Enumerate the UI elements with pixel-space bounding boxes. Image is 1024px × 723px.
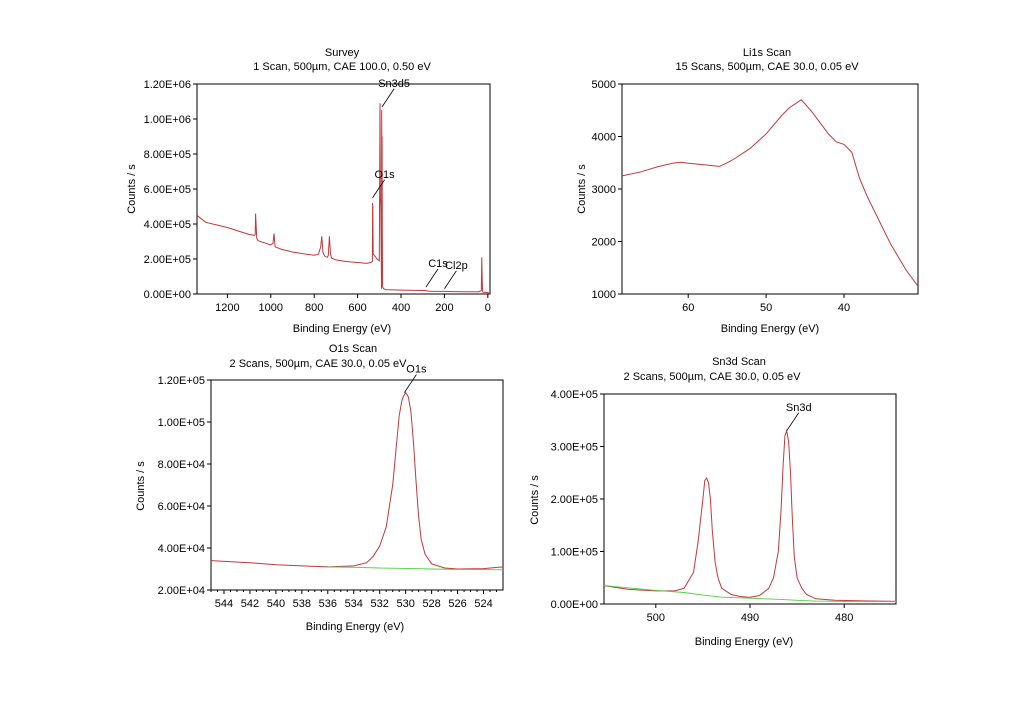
y-tick-label: 3.00E+05: [551, 442, 598, 454]
y-tick-label: 4000: [592, 132, 616, 144]
x-tick-label: 400: [392, 302, 410, 314]
y-tick-label: 8.00E+04: [158, 459, 205, 471]
chart-subtitle: 15 Scans, 500µm, CAE 30.0, 0.05 eV: [675, 61, 859, 73]
x-tick-label: 200: [435, 302, 453, 314]
chart-subtitle: 1 Scan, 500µm, CAE 100.0, 0.50 eV: [253, 61, 431, 73]
spectrum-line: [622, 99, 918, 287]
x-tick-label: 530: [396, 598, 414, 610]
x-tick-label: 500: [647, 612, 665, 624]
x-tick-label: 800: [305, 302, 323, 314]
chart-title: Li1s Scan: [743, 47, 791, 59]
y-tick-label: 0.00E+00: [144, 289, 191, 301]
x-tick-label: 542: [241, 598, 259, 610]
annotation-leader: [372, 179, 385, 198]
x-tick-label: 524: [474, 598, 492, 610]
x-tick-label: 526: [448, 598, 466, 610]
y-tick-label: 2.00E+05: [144, 254, 191, 266]
chart-title: O1s Scan: [329, 343, 377, 355]
x-tick-label: 544: [215, 598, 233, 610]
y-axis-label: Counts / s: [126, 164, 138, 214]
y-axis-label: Counts / s: [529, 475, 541, 525]
x-tick-label: 540: [267, 598, 285, 610]
y-tick-label: 2.00E+05: [551, 494, 598, 506]
y-tick-label: 1.00E+05: [158, 417, 205, 429]
spectrum-line: [604, 428, 896, 602]
peak-label: Sn3d5: [378, 78, 410, 90]
y-tick-label: 1000: [592, 289, 616, 301]
spectrum-line: [197, 103, 489, 294]
o1s-panel: O1s Scan 2 Scans, 500µm, CAE 30.0, 0.05 …: [135, 343, 504, 633]
plot-frame: [621, 83, 919, 295]
li1s-panel: Li1s Scan 15 Scans, 500µm, CAE 30.0, 0.0…: [576, 47, 919, 335]
x-tick-label: 490: [741, 612, 759, 624]
peak-label: Cl2p: [445, 260, 468, 272]
x-axis-label: Binding Energy (eV): [293, 323, 391, 335]
chart-subtitle: 2 Scans, 500µm, CAE 30.0, 0.05 eV: [230, 358, 408, 370]
background-fit-line: [604, 585, 896, 603]
x-tick-label: 600: [348, 302, 366, 314]
y-axis-label: Counts / s: [576, 164, 588, 214]
chart-title: Survey: [325, 47, 360, 59]
y-tick-label: 6.00E+04: [158, 501, 205, 513]
plot-frame: [603, 393, 897, 605]
chart-subtitle: 2 Scans, 500µm, CAE 30.0, 0.05 eV: [624, 371, 802, 383]
x-tick-label: 60: [682, 302, 694, 314]
y-tick-label: 8.00E+05: [144, 149, 191, 161]
x-axis-label: Binding Energy (eV): [695, 636, 793, 648]
spectrum-line: [211, 391, 503, 570]
y-tick-label: 1.00E+05: [551, 547, 598, 559]
x-tick-label: 0: [485, 302, 491, 314]
annotation-leader: [425, 268, 439, 288]
x-tick-label: 536: [319, 598, 337, 610]
plot-frame: [210, 379, 504, 591]
x-tick-label: 1000: [259, 302, 283, 314]
x-tick-label: 538: [293, 598, 311, 610]
x-tick-label: 50: [760, 302, 772, 314]
x-tick-label: 40: [838, 302, 850, 314]
y-axis-label: Counts / s: [135, 461, 147, 511]
x-tick-label: 532: [371, 598, 389, 610]
y-tick-label: 2.00E+04: [158, 585, 205, 597]
x-tick-label: 528: [422, 598, 440, 610]
x-tick-label: 480: [835, 612, 853, 624]
y-tick-label: 2000: [592, 237, 616, 249]
peak-label: C1s: [428, 258, 448, 270]
x-axis-label: Binding Energy (eV): [306, 621, 404, 633]
y-tick-label: 1.00E+06: [144, 114, 191, 126]
x-tick-label: 1200: [215, 302, 239, 314]
chart-title: Sn3d Scan: [712, 356, 766, 368]
peak-label: O1s: [406, 364, 427, 376]
x-tick-label: 534: [345, 598, 363, 610]
peak-label: Sn3d: [786, 402, 812, 414]
annotation-leader: [444, 270, 457, 289]
peak-label: O1s: [374, 169, 395, 181]
y-tick-label: 6.00E+05: [144, 184, 191, 196]
y-tick-label: 4.00E+05: [551, 389, 598, 401]
y-tick-label: 4.00E+04: [158, 543, 205, 555]
sn3d-panel: Sn3d Scan 2 Scans, 500µm, CAE 30.0, 0.05…: [529, 356, 897, 648]
survey-panel: Survey 1 Scan, 500µm, CAE 100.0, 0.50 eV…: [126, 47, 491, 335]
y-tick-label: 1.20E+06: [144, 79, 191, 91]
y-tick-label: 5000: [592, 79, 616, 91]
background-fit-line: [327, 566, 503, 571]
y-tick-label: 1.20E+05: [158, 375, 205, 387]
annotation-leader: [786, 412, 800, 431]
x-axis-label: Binding Energy (eV): [721, 323, 819, 335]
y-tick-label: 3000: [592, 184, 616, 196]
y-tick-label: 4.00E+05: [144, 219, 191, 231]
annotation-leader: [381, 88, 395, 107]
y-tick-label: 0.00E+00: [551, 599, 598, 611]
annotation-leader: [404, 374, 417, 393]
